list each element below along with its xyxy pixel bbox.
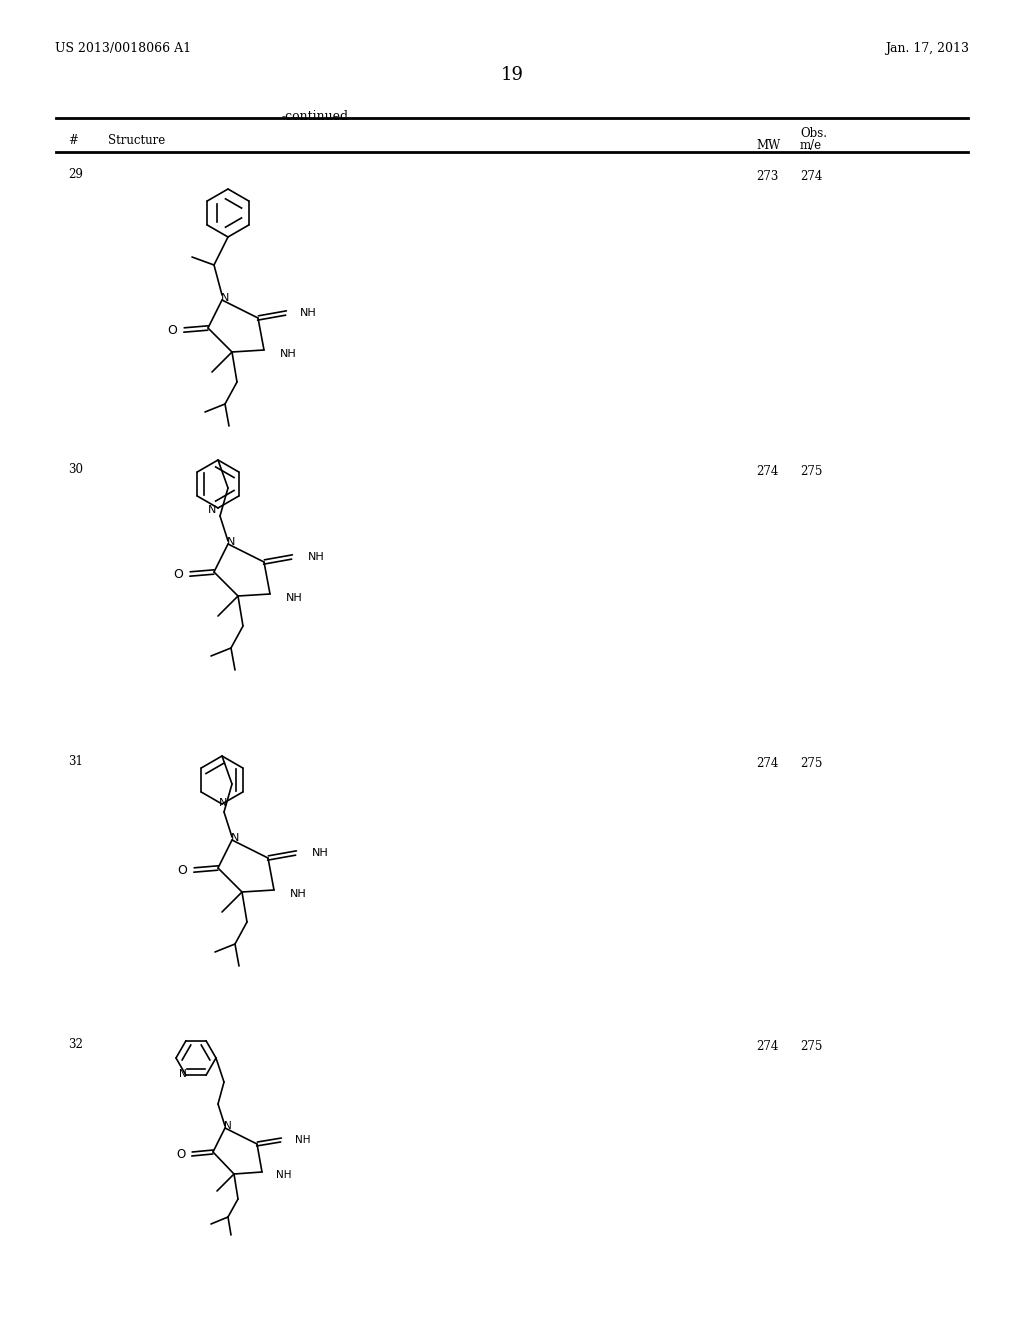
Text: 274: 274 [756, 465, 778, 478]
Text: 274: 274 [756, 756, 778, 770]
Text: 31: 31 [68, 755, 83, 768]
Text: NH: NH [312, 847, 329, 858]
Text: O: O [167, 323, 177, 337]
Text: MW: MW [756, 139, 780, 152]
Text: 273: 273 [756, 170, 778, 183]
Text: N: N [208, 506, 216, 515]
Text: Structure: Structure [108, 135, 165, 147]
Text: N: N [224, 1121, 231, 1131]
Text: N: N [226, 537, 236, 546]
Text: N: N [219, 799, 227, 808]
Text: #: # [68, 135, 78, 147]
Text: US 2013/0018066 A1: US 2013/0018066 A1 [55, 42, 191, 55]
Text: N: N [230, 833, 240, 843]
Text: 275: 275 [800, 465, 822, 478]
Text: O: O [177, 1147, 186, 1160]
Text: NH: NH [276, 1170, 292, 1180]
Text: 19: 19 [501, 66, 523, 84]
Text: 275: 275 [800, 756, 822, 770]
Text: NH: NH [286, 593, 303, 603]
Text: 32: 32 [68, 1038, 83, 1051]
Text: -continued: -continued [282, 110, 348, 123]
Text: 29: 29 [68, 168, 83, 181]
Text: 274: 274 [756, 1040, 778, 1053]
Text: 274: 274 [800, 170, 822, 183]
Text: O: O [177, 863, 187, 876]
Text: NH: NH [300, 308, 316, 318]
Text: Jan. 17, 2013: Jan. 17, 2013 [885, 42, 969, 55]
Text: NH: NH [290, 888, 307, 899]
Text: O: O [173, 568, 183, 581]
Text: 30: 30 [68, 463, 83, 477]
Text: m/e: m/e [800, 139, 822, 152]
Text: NH: NH [280, 348, 297, 359]
Text: NH: NH [295, 1135, 310, 1144]
Text: N: N [179, 1069, 186, 1080]
Text: Obs.: Obs. [800, 127, 827, 140]
Text: NH: NH [308, 552, 325, 562]
Text: 275: 275 [800, 1040, 822, 1053]
Text: N: N [221, 293, 229, 304]
